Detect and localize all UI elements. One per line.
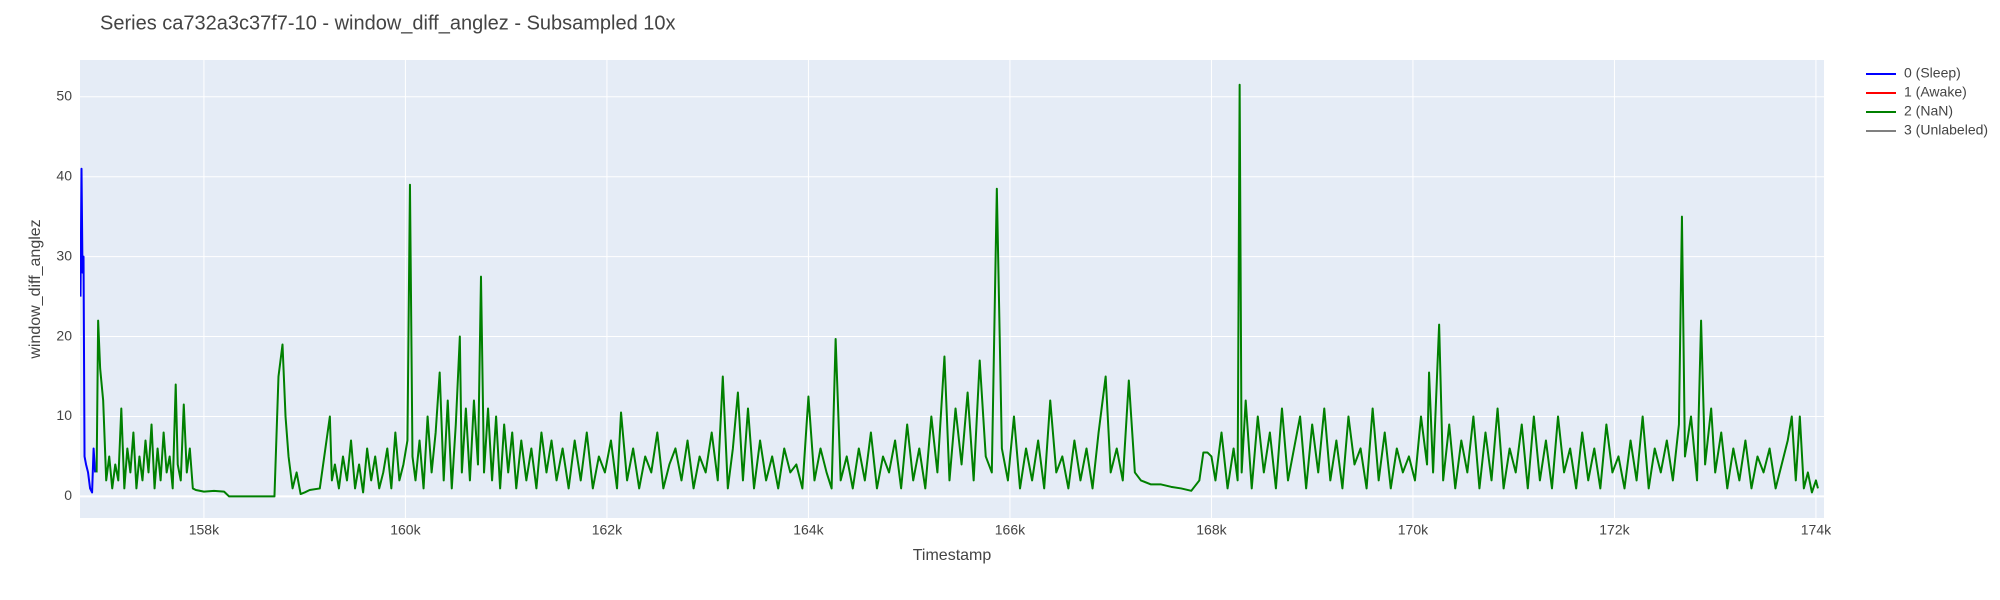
y-tick-label: 20 [56,327,72,343]
y-tick-label: 10 [56,407,72,423]
series-lines [80,83,1819,498]
y-axis-title: window_diff_anglez [27,219,44,359]
x-tick-label: 160k [390,522,421,538]
x-tick-label: 174k [1801,522,1832,538]
series-line [80,167,97,494]
x-axis-title: Timestamp [913,547,992,564]
y-tick-label: 0 [64,487,72,503]
legend-label[interactable]: 1 (Awake) [1904,84,1967,100]
chart-title: Series ca732a3c37f7-10 - window_diff_ang… [100,12,676,34]
x-tick-label: 172k [1599,522,1630,538]
legend-label[interactable]: 0 (Sleep) [1904,65,1961,81]
legend-label[interactable]: 2 (NaN) [1904,103,1953,119]
x-tick-label: 170k [1398,522,1429,538]
x-tick-label: 162k [592,522,623,538]
legend: 0 (Sleep) 1 (Awake) 2 (NaN) 3 (Unlabeled) [1866,65,1988,138]
x-tick-label: 158k [189,522,220,538]
series-line [95,83,1819,498]
x-tick-label: 164k [793,522,824,538]
legend-label[interactable]: 3 (Unlabeled) [1904,122,1988,138]
x-tick-label: 168k [1196,522,1227,538]
y-tick-label: 40 [56,167,72,183]
y-tick-label: 30 [56,247,72,263]
x-tick-label: 166k [995,522,1026,538]
y-tick-label: 50 [56,87,72,103]
